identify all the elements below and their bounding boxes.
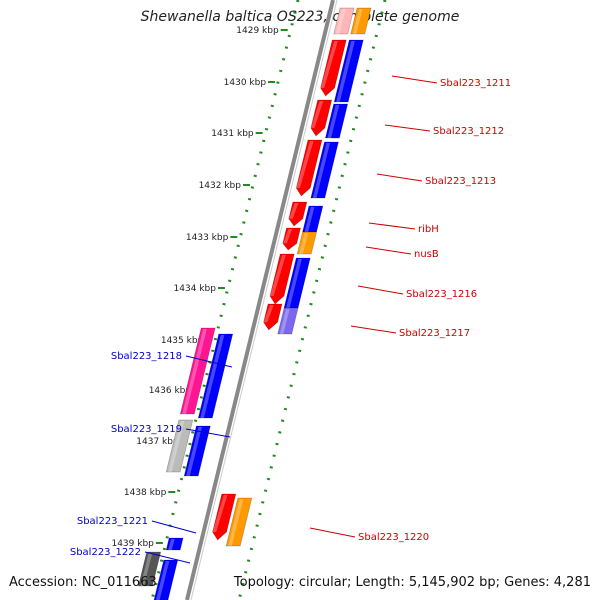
gene-label-leader: [151, 520, 197, 534]
gene-label[interactable]: Sbal223_1212: [433, 126, 504, 137]
gene-cds-block-shine: [320, 41, 338, 88]
gene-label-leader: [309, 527, 356, 538]
gene-block-partial: [350, 7, 372, 35]
backbone-line: [185, 0, 335, 600]
gene-cds-block-shine: [212, 495, 228, 532]
ruler-tick-label: 1439 kbp: [111, 539, 154, 549]
gene-block-shine: [156, 561, 170, 600]
ruler-tick-label: 1433 kbp: [186, 233, 229, 243]
gene-block: [324, 103, 349, 139]
ruler-tick-label: 1429 kbp: [236, 26, 279, 36]
gene-cds-block-shine: [283, 229, 293, 244]
gene-block-partial: [333, 7, 355, 35]
gene-label-leader: [144, 551, 191, 564]
gene-block-shine: [186, 427, 202, 476]
gene-block-shine: [182, 329, 207, 414]
gene-block-shine: [336, 41, 355, 102]
gene-cds-block: [310, 99, 333, 137]
gene-cds-block-shine: [270, 255, 286, 296]
gene-block-shine: [228, 499, 244, 546]
gene-label-leader: [384, 124, 431, 132]
gene-label[interactable]: Sbal223_1218: [111, 351, 182, 362]
gene-block-shine: [140, 553, 153, 586]
gene-label-leader: [376, 173, 423, 182]
gene-label[interactable]: Sbal223_1222: [70, 547, 141, 558]
gene-label[interactable]: Sbal223_1221: [77, 516, 148, 527]
gene-block-shine: [304, 207, 315, 232]
ruler-tick-label: 1431 kbp: [211, 129, 254, 139]
genome-title: Shewanella baltica OS223, complete genom…: [140, 9, 460, 25]
gene-block: [165, 537, 184, 551]
gene-block-shine: [168, 421, 185, 472]
ruler-tick-label: 1437 kbp: [136, 437, 179, 447]
ruler-tick-label: 1430 kbp: [224, 78, 267, 88]
gene-block-partial-shine: [335, 9, 346, 34]
ruler-tick-label: 1436 kbp: [149, 386, 192, 396]
ruler-tick-label: 1438 kbp: [124, 488, 167, 498]
gene-block: [277, 307, 299, 335]
gene-block-shine: [327, 105, 340, 138]
gene-cds-block: [288, 201, 308, 227]
gene-cds-block: [282, 227, 301, 251]
gene-block-shine: [200, 335, 225, 418]
gene-label-leader: [365, 246, 412, 255]
gene-cds-block: [320, 39, 347, 97]
gene-label[interactable]: ribH: [418, 224, 439, 235]
gene-label[interactable]: Sbal223_1220: [358, 532, 429, 543]
gene-cds-block: [263, 303, 283, 331]
gene-label-leader: [357, 285, 404, 295]
gene-label[interactable]: Sbal223_1219: [111, 424, 182, 435]
gene-block-shine: [286, 259, 302, 308]
gene-block: [310, 141, 339, 199]
backbone-highlight: [190, 0, 338, 600]
gene-block: [333, 39, 364, 103]
gene-cds-block-shine: [310, 101, 324, 128]
gene-label-leader: [185, 428, 231, 438]
ruler-tick-label: 1434 kbp: [174, 284, 217, 294]
gene-label-leader: [350, 325, 397, 334]
gene-cds-block-shine: [289, 203, 299, 219]
gene-cds-block: [212, 493, 237, 541]
gene-cds-block-shine: [296, 141, 314, 188]
gene-block: [296, 231, 317, 255]
topology-text: Topology: circular; Length: 5,145,902 bp…: [233, 575, 591, 590]
gene-cds-block: [295, 139, 323, 197]
gene-block: [197, 333, 234, 419]
gene-block: [153, 559, 179, 600]
gene-block-shine: [168, 539, 175, 550]
gene-block-shine: [299, 233, 309, 254]
gene-label-leader: [391, 75, 438, 84]
gene-block-partial-shine: [352, 9, 363, 34]
gene-cds-block-shine: [263, 305, 274, 323]
gene-block: [137, 551, 162, 587]
gene-block: [225, 497, 253, 547]
gene-block: [183, 425, 211, 477]
genome-backbone: [185, 0, 338, 600]
gene-label[interactable]: Sbal223_1217: [399, 328, 470, 339]
gene-block-shine: [312, 143, 331, 198]
gene-labels: Sbal223_1211 Sbal223_1212 Sbal223_1213 ribH…: [70, 75, 511, 564]
gene-label[interactable]: Sbal223_1213: [425, 176, 496, 187]
gene-block: [179, 327, 216, 415]
ruler-tick-label: 1432 kbp: [199, 181, 242, 191]
gene-block: [165, 419, 194, 473]
gene-label-leader: [185, 355, 233, 368]
gene-label[interactable]: nusB: [414, 249, 439, 260]
gene-label[interactable]: Sbal223_1216: [406, 289, 477, 300]
gene-label[interactable]: Sbal223_1211: [440, 78, 511, 89]
gene-block-shine: [279, 309, 290, 334]
gene-cds-block: [269, 253, 295, 305]
ruler-tick-label: 1435 kbp: [161, 336, 204, 346]
accession-text: Accession: NC_011663: [9, 575, 157, 590]
gene-features: [137, 7, 372, 600]
gene-label-leader: [368, 222, 416, 230]
gene-block: [283, 257, 311, 309]
